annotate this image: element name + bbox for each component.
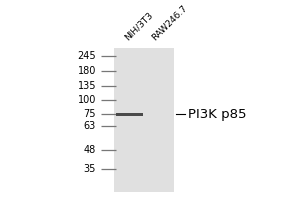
Text: 180: 180 <box>78 66 96 76</box>
Text: NIH/3T3: NIH/3T3 <box>123 10 155 42</box>
Bar <box>116 113 142 116</box>
Text: 63: 63 <box>84 121 96 131</box>
Text: 245: 245 <box>77 51 96 61</box>
Text: 135: 135 <box>77 81 96 91</box>
Bar <box>114 48 174 192</box>
Text: PI3K p85: PI3K p85 <box>188 108 246 121</box>
Text: RAW246.7: RAW246.7 <box>150 3 189 42</box>
Text: 75: 75 <box>83 109 96 119</box>
Text: 100: 100 <box>78 95 96 105</box>
Text: 48: 48 <box>84 145 96 155</box>
Text: 35: 35 <box>84 164 96 174</box>
